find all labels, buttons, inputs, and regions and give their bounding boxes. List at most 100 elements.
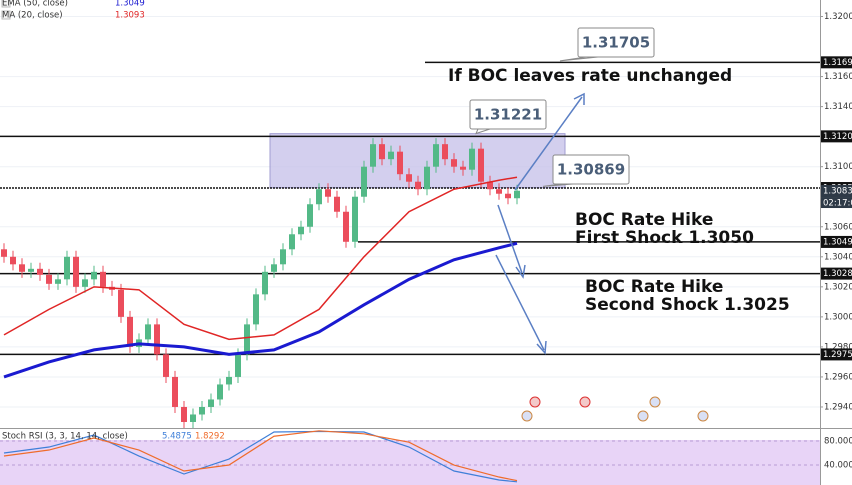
candle-body (505, 193, 511, 199)
candle-body (100, 271, 106, 287)
level-tag (821, 267, 852, 280)
candle-body (352, 196, 358, 242)
candle-body (298, 226, 304, 235)
legend-value: 1.3093 (115, 11, 145, 21)
candle-body (19, 264, 25, 272)
legend-name: MA (20, close) (2, 11, 63, 21)
y-tick-label: 1.30400 (824, 252, 852, 262)
candle-body (514, 190, 520, 199)
candle-body (496, 189, 502, 194)
countdown-label: 02:17:03 (823, 199, 852, 209)
candle-body (37, 268, 43, 275)
y-tick-label: 1.30200 (824, 282, 852, 292)
stoch-title: Stoch RSI (3, 3, 14, 14, close) (2, 432, 128, 442)
y-tick-label: 1.31000 (824, 162, 852, 172)
candle-body (424, 166, 430, 190)
level-tag-label: 1.30288 (823, 269, 852, 279)
y-tick-label: 1.30000 (824, 312, 852, 322)
candle-body (451, 159, 457, 167)
candle-body (379, 144, 385, 160)
candle-body (280, 249, 286, 265)
y-tick-label: 1.30600 (824, 222, 852, 232)
indicator-line (3, 241, 518, 379)
arrow (495, 254, 545, 351)
candle-body (307, 204, 313, 227)
candle-body (460, 166, 466, 170)
candle-body (244, 324, 250, 355)
candle-body (91, 271, 97, 280)
annotation: BOC Rate Hike (575, 210, 713, 230)
event-icon (521, 410, 533, 422)
callout-label: 1.31705 (582, 34, 650, 52)
candle-body (487, 181, 493, 190)
arrows (495, 92, 585, 355)
event-icons (521, 396, 709, 422)
y-tick-label: 1.29800 (824, 342, 852, 352)
callout-label: 1.30869 (557, 161, 625, 179)
stoch-band (0, 440, 820, 485)
candle-body (406, 174, 412, 182)
candle-body (370, 144, 376, 167)
arrow (514, 96, 583, 191)
level-tag (821, 56, 852, 69)
countdown-tag (821, 197, 852, 209)
stoch-tick-label: 40.0000 (824, 461, 852, 471)
candle-body (127, 316, 133, 347)
candle-body (118, 289, 124, 317)
annotation: First Shock 1.3050 (575, 228, 754, 248)
y-tick-label: 1.32000 (824, 12, 852, 22)
candle-body (262, 271, 268, 295)
y-tick-label: 1.31600 (824, 72, 852, 82)
candle-body (28, 268, 34, 272)
candle-body (46, 274, 52, 284)
callout-box (552, 154, 630, 185)
candle-body (64, 256, 70, 280)
arrow-head (573, 92, 585, 105)
last-price-tag (821, 185, 852, 198)
y-tick-label: 1.31400 (824, 102, 852, 112)
stoch-value: 1.8292 (195, 432, 225, 442)
candle-body (334, 196, 340, 212)
last-price-label: 1.30838 (823, 187, 852, 197)
legend-name: EMA (50, close) (2, 0, 68, 9)
level-tag (821, 130, 852, 143)
legend-icon (1, 10, 11, 20)
candle-body (199, 406, 205, 415)
candle-body (361, 166, 367, 197)
callout-box (577, 27, 655, 58)
event-icon (529, 396, 541, 408)
candle-body (208, 399, 214, 407)
annotation: BOC Rate Hike (585, 277, 723, 297)
candle-body (217, 384, 223, 400)
candle-body (181, 406, 187, 422)
stoch-tick-label: 80.0000 (824, 437, 852, 447)
candle-body (316, 189, 322, 205)
candle-body (271, 264, 277, 272)
legend-value: 1.3049 (115, 0, 145, 9)
legend-icon (1, 0, 11, 8)
event-icon (649, 396, 661, 408)
candle-body (163, 354, 169, 377)
y-tick-label: 1.29600 (824, 372, 852, 382)
candle-body (55, 279, 61, 284)
candle-body (478, 148, 484, 182)
level-tag-label: 1.31202 (823, 132, 852, 142)
candle-body (190, 414, 196, 422)
candle-body (1, 249, 7, 257)
candle-body (10, 256, 16, 265)
y-tick-label: 1.29400 (824, 402, 852, 412)
candle-body (469, 148, 475, 170)
indicator-line (3, 430, 518, 482)
annotation: If BOC leaves rate unchanged (448, 66, 732, 86)
stoch-value: 5.4875 (162, 432, 192, 442)
annotation: Second Shock 1.3025 (585, 295, 790, 315)
candle-body (325, 189, 331, 197)
arrow-head (515, 264, 526, 279)
candle-body (172, 376, 178, 407)
callout-label: 1.31221 (474, 106, 542, 124)
event-icon (697, 410, 709, 422)
indicator-line (3, 176, 518, 341)
candle-body (226, 376, 232, 385)
candle-body (442, 144, 448, 160)
